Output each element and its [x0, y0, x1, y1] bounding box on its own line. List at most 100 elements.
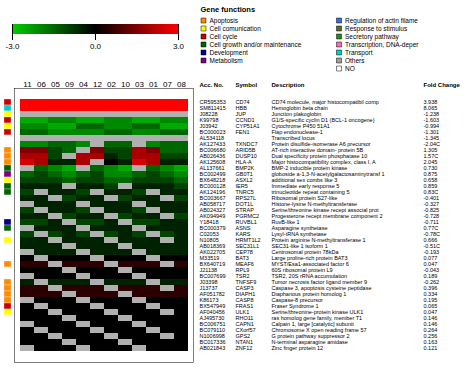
svg-text:Response to stimulus: Response to stimulus — [345, 25, 408, 33]
svg-text:-3.0: -3.0 — [6, 42, 20, 51]
svg-text:AK124196: AK124196 — [199, 189, 226, 196]
svg-text:01: 01 — [149, 80, 158, 89]
svg-text:ASXL2: ASXL2 — [235, 177, 253, 184]
svg-text:HBB: HBB — [235, 105, 247, 112]
svg-text:Fold Change: Fold Change — [424, 82, 461, 88]
svg-text:BX547949: BX547949 — [199, 303, 226, 310]
svg-text:DUSP10: DUSP10 — [235, 153, 257, 160]
svg-text:RPS27L: RPS27L — [235, 195, 256, 202]
svg-text:N1006998: N1006998 — [199, 333, 225, 340]
svg-text:Acc. No.: Acc. No. — [200, 82, 224, 88]
svg-text:08: 08 — [177, 80, 186, 89]
svg-text:Gene functions: Gene functions — [201, 5, 256, 14]
svg-text:Apoptosis: Apoptosis — [210, 17, 239, 25]
svg-text:Cell comunication: Cell comunication — [210, 25, 262, 32]
svg-text:BX648218: BX648218 — [199, 177, 226, 184]
svg-text:AB058717: AB058717 — [199, 201, 226, 208]
svg-text:BC007699: BC007699 — [199, 273, 226, 280]
svg-text:Symbol: Symbol — [236, 82, 258, 88]
svg-text:J03942: J03942 — [199, 123, 218, 130]
svg-text:RUVBL1: RUVBL1 — [235, 219, 257, 226]
svg-text:BC000379: BC000379 — [199, 225, 226, 232]
svg-text:C02053: C02053 — [199, 231, 219, 238]
svg-text:DOT1L: DOT1L — [235, 201, 254, 208]
svg-text:0.0: 0.0 — [90, 42, 102, 51]
svg-text:TXNDC7: TXNDC7 — [235, 141, 258, 148]
svg-text:BC000023: BC000023 — [199, 129, 226, 136]
svg-text:03: 03 — [135, 80, 144, 89]
svg-text:AJ495730: AJ495730 — [199, 315, 225, 322]
svg-text:ARID5B: ARID5B — [235, 147, 256, 154]
svg-text:J08228: J08228 — [199, 111, 218, 118]
svg-text:Zinc finger protein 12: Zinc finger protein 12 — [272, 345, 324, 351]
svg-text:05: 05 — [51, 80, 60, 89]
svg-text:AB024327: AB024327 — [199, 207, 226, 214]
svg-text:Cell cycle: Cell cycle — [210, 33, 238, 41]
svg-text:02: 02 — [107, 80, 116, 89]
svg-text:10: 10 — [121, 80, 130, 89]
svg-text:PGRMC2: PGRMC2 — [235, 213, 259, 220]
svg-text:Secretory pathway: Secretory pathway — [345, 33, 400, 41]
svg-text:AK022705: AK022705 — [199, 249, 226, 256]
svg-text:KARS: KARS — [235, 231, 251, 238]
svg-text:ZNF12: ZNF12 — [236, 345, 253, 351]
svg-text:Others: Others — [345, 57, 365, 64]
svg-text:BC017336: BC017336 — [199, 339, 226, 346]
svg-text:BX640719: BX640719 — [199, 261, 226, 268]
svg-text:AB018369: AB018369 — [199, 243, 226, 250]
svg-text:AL137661: AL137661 — [199, 165, 225, 172]
svg-text:BC003667: BC003667 — [199, 195, 226, 202]
svg-text:BC079110: BC079110 — [199, 327, 226, 334]
svg-text:Cell growth and/or maintenance: Cell growth and/or maintenance — [210, 41, 302, 49]
svg-text:Transcription, DNA-deper: Transcription, DNA-deper — [345, 41, 419, 49]
svg-text:ASNS: ASNS — [235, 225, 251, 232]
svg-text:Description: Description — [272, 82, 305, 88]
svg-text:IER5: IER5 — [235, 183, 248, 190]
svg-text:09: 09 — [65, 80, 74, 89]
svg-text:K99798: K99798 — [199, 117, 219, 124]
svg-text:NO: NO — [345, 65, 355, 72]
svg-text:JUP: JUP — [235, 111, 246, 118]
svg-text:BC006680: BC006680 — [199, 147, 226, 154]
svg-text:J13737: J13737 — [199, 285, 218, 292]
svg-text:07: 07 — [163, 80, 172, 89]
svg-text:HLA-A: HLA-A — [235, 159, 252, 166]
svg-text:SM811415: SM811415 — [199, 105, 226, 112]
svg-text:GB0T1: GB0T1 — [235, 171, 253, 178]
svg-text:J03398: J03398 — [199, 279, 218, 286]
svg-text:STRAP: STRAP — [235, 207, 254, 214]
svg-text:06: 06 — [37, 80, 46, 89]
svg-text:BC006751: BC006751 — [199, 321, 226, 328]
svg-text:11: 11 — [23, 80, 32, 89]
svg-text:Regulation of actin filame: Regulation of actin filame — [345, 17, 418, 25]
svg-text:CYP51A1: CYP51A1 — [235, 123, 260, 130]
svg-text:BC002499: BC002499 — [199, 171, 226, 178]
svg-text:M33519: M33519 — [199, 255, 220, 262]
svg-text:12: 12 — [93, 80, 102, 89]
svg-text:N10805: N10805 — [199, 237, 219, 244]
svg-text:BC000128: BC000128 — [199, 183, 226, 190]
svg-text:Transport: Transport — [345, 49, 373, 57]
svg-text:AF051782: AF051782 — [199, 291, 225, 298]
svg-text:AB021843: AB021843 — [200, 345, 226, 351]
svg-text:CCND1: CCND1 — [235, 117, 255, 124]
svg-text:FEN1: FEN1 — [236, 129, 250, 135]
svg-text:Metabolism: Metabolism — [210, 57, 243, 64]
svg-text:CR595353: CR595353 — [199, 99, 226, 106]
svg-text:TNRC5: TNRC5 — [235, 189, 254, 196]
svg-text:Development: Development — [210, 49, 248, 57]
svg-text:J21138: J21138 — [199, 267, 218, 274]
svg-text:AK127433: AK127433 — [199, 141, 226, 148]
svg-text:0.121: 0.121 — [424, 345, 438, 351]
svg-text:BMP2K: BMP2K — [235, 165, 255, 172]
svg-text:K86173: K86173 — [199, 297, 219, 304]
svg-text:AF040456: AF040456 — [199, 309, 225, 316]
svg-text:AB026436: AB026436 — [199, 153, 226, 160]
svg-text:AK094949: AK094949 — [199, 213, 226, 220]
svg-text:Y18418: Y18418 — [199, 219, 219, 226]
svg-text:CD74: CD74 — [235, 99, 250, 106]
svg-text:3.0: 3.0 — [173, 42, 185, 51]
svg-text:AL534118: AL534118 — [199, 135, 225, 142]
svg-text:04: 04 — [79, 80, 88, 89]
svg-text:AK125608: AK125608 — [199, 159, 226, 166]
